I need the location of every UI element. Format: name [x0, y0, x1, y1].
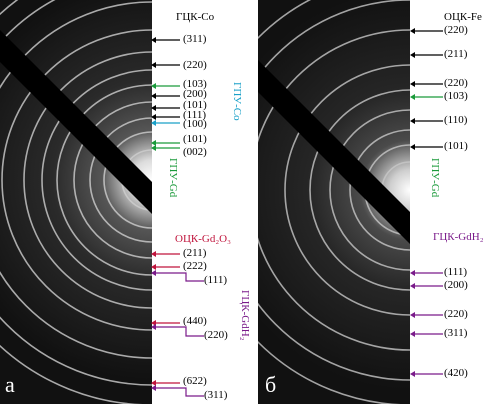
- a-reflection-label: (103): [183, 78, 207, 90]
- b-reflection-label: (211): [444, 48, 468, 60]
- a-reflection-label: (111): [183, 109, 207, 121]
- phase-oxide-label: ОЦК-Gd₂O₃: [175, 233, 231, 245]
- diffraction-image-b: [258, 0, 410, 404]
- a-reflection-label: (111): [204, 274, 228, 286]
- a-reflection-label: (200): [183, 88, 207, 100]
- a-reflection-label: (622): [183, 375, 207, 387]
- a-reflection-label: (311): [204, 389, 228, 401]
- diffraction-image-a: [0, 0, 152, 404]
- a-reflection-label: (222): [183, 260, 207, 272]
- b-reflection-label: (220): [444, 77, 468, 89]
- vertical-label-hcp-co: ГПУ-Co: [231, 82, 243, 121]
- b-reflection-label: (420): [444, 367, 468, 379]
- b-reflection-label: (220): [444, 24, 468, 36]
- panel-b-title: ОЦК-Fe: [444, 11, 482, 23]
- b-reflection-label: (220): [444, 308, 468, 320]
- b-reflection-label: (311): [444, 327, 468, 339]
- vertical-label-fcc-gdh2-a: ГЦК-GdH₂: [239, 290, 251, 341]
- panel-a-title: ГЦК-Co: [176, 11, 215, 23]
- a-reflection-label: (440): [183, 315, 207, 327]
- b-reflection-label: (110): [444, 114, 468, 126]
- a-reflection-label: (211): [183, 247, 207, 259]
- a-reflection-label: (311): [183, 33, 207, 45]
- panel-letter-a: а: [5, 372, 15, 397]
- a-reflection-label: (220): [204, 329, 228, 341]
- a-reflection-label: (101): [183, 133, 207, 145]
- panel-letter-b: б: [265, 372, 277, 397]
- vertical-label-hcp-gd-a: ГПУ-Gd: [167, 158, 179, 198]
- a-reflection-label: (002): [183, 146, 207, 158]
- a-reflection-label: (100): [183, 118, 207, 130]
- b-reflection-label: (103): [444, 90, 468, 102]
- b-reflection-label: (111): [444, 266, 468, 278]
- b-reflection-label: (101): [444, 140, 468, 152]
- a-reflection-label: (220): [183, 59, 207, 71]
- vertical-label-hcp-gd-b: ГПУ-Gd: [429, 158, 441, 198]
- b-reflection-label: (200): [444, 279, 468, 291]
- a-reflection-label: (101): [183, 99, 207, 111]
- phase-hydride-label-b: ГЦК-GdH₂: [433, 231, 484, 243]
